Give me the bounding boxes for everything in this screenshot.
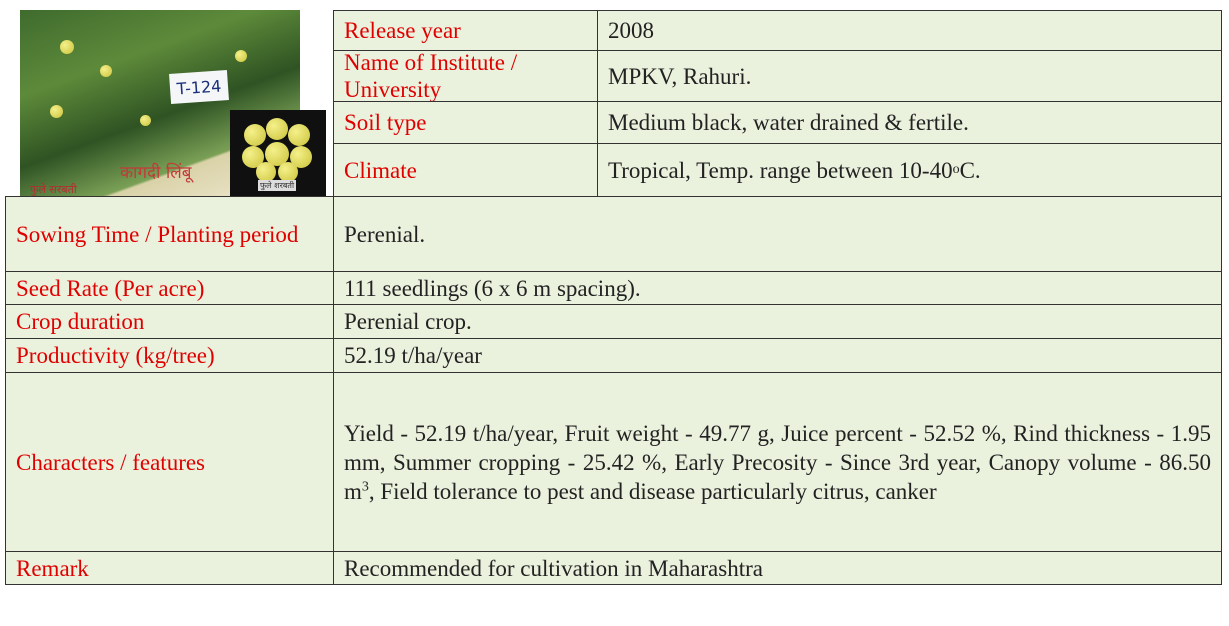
tree-tag: T-124	[169, 70, 229, 104]
label-cell: Crop duration	[5, 304, 334, 339]
superscript: 3	[362, 479, 369, 494]
fruit	[235, 50, 247, 62]
label-cell: Soil type	[333, 101, 598, 144]
value-text: Tropical, Temp. range between 10-40	[608, 157, 953, 184]
fruit	[100, 65, 112, 77]
value-cell: Yield - 52.19 t/ha/year, Fruit weight - …	[333, 372, 1222, 552]
value-cell: 52.19 t/ha/year	[333, 338, 1222, 373]
value-cell: Perenial crop.	[333, 304, 1222, 339]
fruit-photo-caption: फुले शरबती	[258, 180, 296, 191]
fruit	[288, 124, 310, 146]
fruit	[278, 162, 298, 182]
fruit	[140, 115, 151, 126]
label-cell: Seed Rate (Per acre)	[5, 271, 334, 305]
label-cell: Release year	[333, 10, 598, 51]
value-cell: MPKV, Rahuri.	[597, 50, 1222, 102]
label-cell: Remark	[5, 551, 334, 585]
fruit	[266, 118, 288, 140]
value-text: Yield - 52.19 t/ha/year, Fruit weight - …	[344, 419, 1211, 506]
fruit	[244, 124, 266, 146]
fruit	[60, 40, 74, 54]
label-cell: Climate	[333, 143, 598, 197]
value-cell: Recommended for cultivation in Maharasht…	[333, 551, 1222, 585]
label-cell: Productivity (kg/tree)	[5, 338, 334, 373]
page: T-124 कागदी लिंबू फुले सरबती फुले शरबती …	[0, 0, 1229, 626]
value-text: C.	[960, 157, 981, 184]
photo-subcaption: फुले सरबती	[30, 182, 77, 196]
value-cell: 111 seedlings (6 x 6 m spacing).	[333, 271, 1222, 305]
fruit	[50, 105, 63, 118]
value-text: , Field tolerance to pest and disease pa…	[369, 479, 937, 504]
photo-caption: कागदी लिंबू	[120, 160, 192, 183]
label-cell: Sowing Time / Planting period	[5, 196, 334, 272]
fruit-photo: फुले शरबती	[230, 110, 326, 196]
value-cell: 2008	[597, 10, 1222, 51]
value-cell: Medium black, water drained & fertile.	[597, 101, 1222, 144]
label-cell: Characters / features	[5, 372, 334, 552]
label-cell: Name of Institute / University	[333, 50, 598, 102]
fruit	[256, 162, 276, 182]
value-cell: Perenial.	[333, 196, 1222, 272]
